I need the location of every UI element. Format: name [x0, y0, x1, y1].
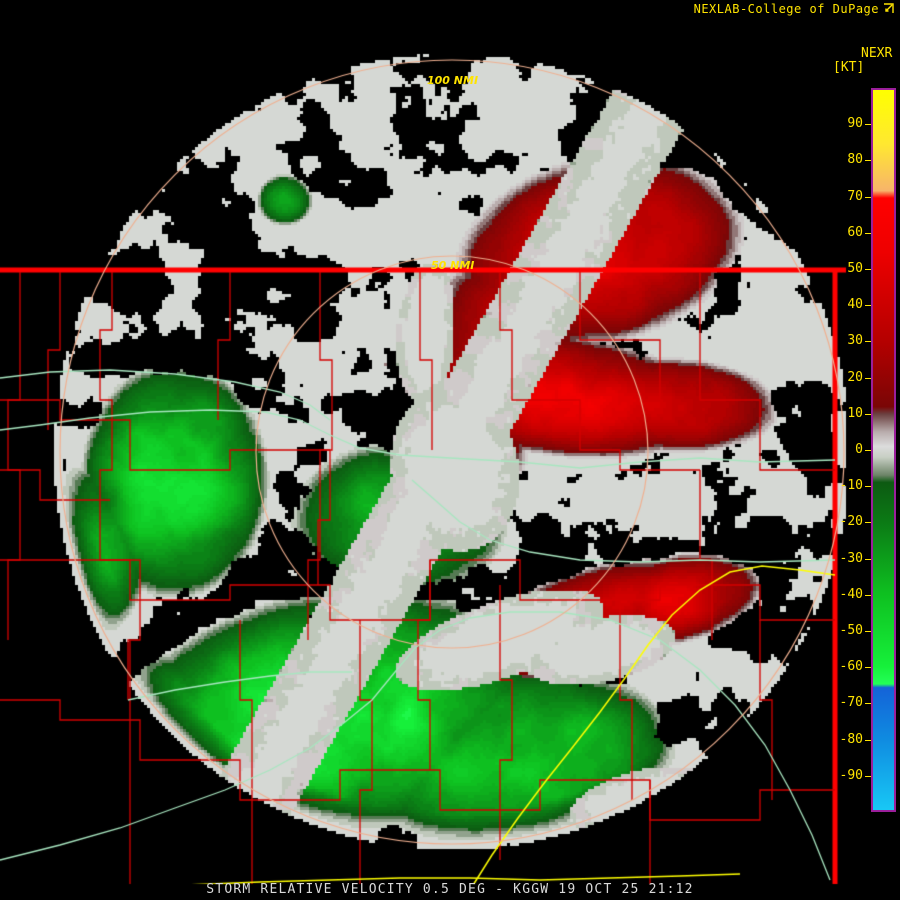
- colorbar-tick--10: -10: [839, 478, 863, 494]
- branding-text: NEXLAB-College of DuPage: [693, 2, 879, 16]
- colorbar-tick--90: -90: [839, 767, 863, 783]
- colorbar-tickmark--90: [865, 775, 871, 777]
- colorbar-tick--70: -70: [839, 695, 863, 711]
- colorbar-tick-50: 50: [847, 261, 863, 276]
- range-ring-label-50: 50 NMI: [431, 259, 475, 272]
- colorbar-tickmark--80: [865, 739, 871, 741]
- colorbar-tickmark-20: [865, 377, 871, 379]
- colorbar-tickmark--30: [865, 558, 871, 560]
- colorbar-tickmark--20: [865, 522, 871, 524]
- colorbar-tick-90: 90: [847, 116, 863, 132]
- colorbar-tickmark-10: [865, 413, 871, 415]
- colorbar-tickmark-90: [865, 124, 871, 126]
- colorbar-tick-10: 10: [847, 405, 863, 421]
- branding-header: NEXLAB-College of DuPage: [694, 2, 894, 16]
- colorbar-tickmark-80: [865, 160, 871, 162]
- colorbar-tick--40: -40: [839, 586, 863, 602]
- colorbar-gradient: [873, 90, 894, 810]
- colorbar-tickmark-30: [865, 341, 871, 343]
- colorbar-tick-0: 0: [855, 442, 863, 457]
- colorbar-tickmark--10: [865, 486, 871, 488]
- colorbar-tickmark--50: [865, 631, 871, 632]
- product-footer: STORM RELATIVE VELOCITY 0.5 DEG - KGGW 1…: [206, 882, 694, 897]
- colorbar-tick-30: 30: [847, 333, 863, 349]
- colorbar-title: NEXR: [861, 46, 893, 61]
- velocity-colorbar: [871, 88, 896, 812]
- colorbar-tick--30: -30: [839, 550, 863, 566]
- expand-arrow-icon[interactable]: [883, 3, 894, 14]
- colorbar-tickmark--70: [865, 703, 871, 705]
- colorbar-tick--60: -60: [839, 659, 863, 675]
- colorbar-tickmark-50: [865, 269, 871, 270]
- colorbar-tick-20: 20: [847, 369, 863, 385]
- colorbar-tickmark-70: [865, 196, 871, 198]
- colorbar-tickmark-0: [865, 450, 871, 451]
- range-ring-label-100: 100 NMI: [427, 74, 479, 87]
- colorbar-tickmark--40: [865, 594, 871, 596]
- colorbar-tickmark-60: [865, 232, 871, 234]
- colorbar-units: [KT]: [833, 60, 865, 75]
- colorbar-tick-60: 60: [847, 224, 863, 240]
- colorbar-tick-40: 40: [847, 297, 863, 313]
- colorbar-tick--80: -80: [839, 731, 863, 747]
- colorbar-tickmark-40: [865, 305, 871, 307]
- colorbar-tick-80: 80: [847, 152, 863, 168]
- colorbar-tick--50: -50: [839, 623, 863, 638]
- colorbar-tick-70: 70: [847, 188, 863, 204]
- colorbar-tickmark--60: [865, 667, 871, 669]
- colorbar-tick--20: -20: [839, 514, 863, 530]
